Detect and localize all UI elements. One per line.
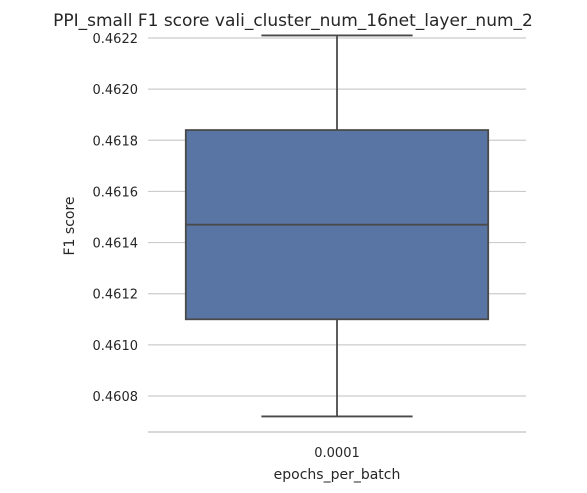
- x-axis-label: epochs_per_batch: [274, 467, 401, 483]
- x-tick-label: 0.0001: [314, 446, 360, 461]
- y-axis-label: F1 score: [62, 196, 78, 255]
- chart-title: PPI_small F1 score vali_cluster_num_16ne…: [53, 11, 533, 31]
- y-tick-label: 0.4608: [93, 390, 139, 405]
- y-tick-label: 0.4620: [93, 83, 139, 98]
- y-tick-label: 0.4614: [93, 237, 139, 252]
- y-tick-label: 0.4618: [93, 134, 139, 149]
- x-tick-labels: 0.0001: [314, 446, 360, 461]
- y-tick-label: 0.4612: [93, 288, 139, 303]
- y-tick-label: 0.4616: [93, 185, 139, 200]
- boxes: [184, 34, 490, 418]
- y-tick-label: 0.4610: [93, 339, 139, 354]
- y-tick-labels: 0.4608 0.4610 0.4612 0.4614 0.4616 0.4618 0.46…: [93, 32, 139, 405]
- y-tick-label: 0.4622: [93, 32, 139, 47]
